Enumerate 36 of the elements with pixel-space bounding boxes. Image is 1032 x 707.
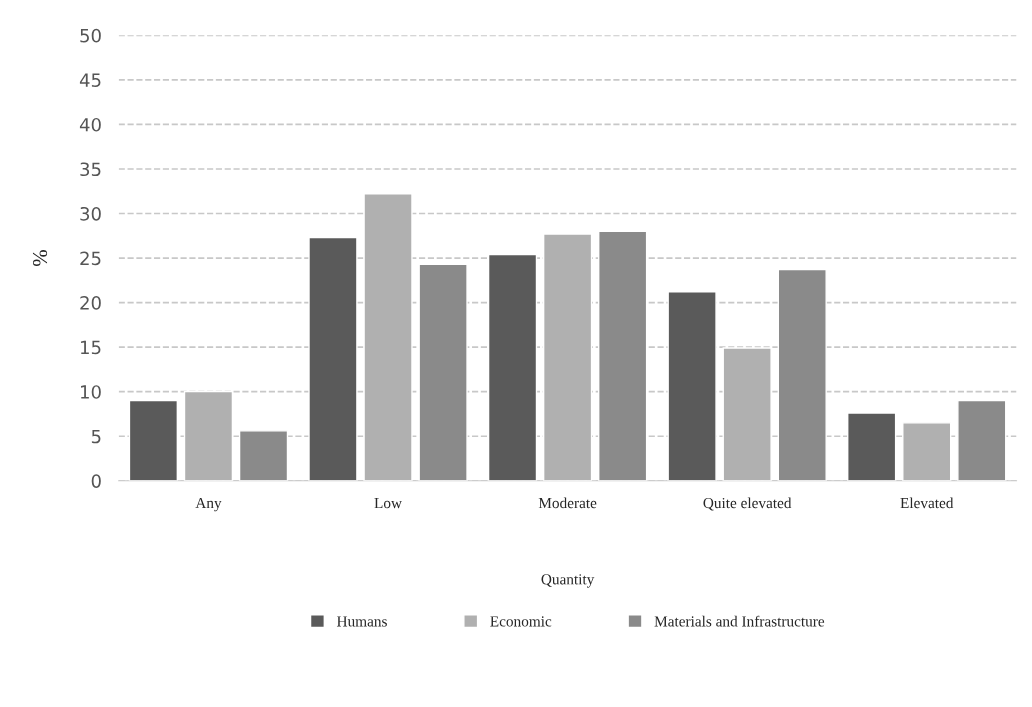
x-tick-label: Quite elevated [703,497,792,511]
y-axis-title: % [32,250,48,267]
y-tick-label: 40 [79,117,101,132]
y-tick-label: 10 [81,385,101,399]
legend-label: Economic [490,616,552,627]
bar [667,291,717,481]
y-tick-label: 15 [81,340,101,355]
x-axis-title: Quantity [541,574,595,588]
bar [183,390,234,481]
y-tick-label: 5 [91,429,101,444]
y-tick-label: 25 [80,251,101,266]
y-tick-label: 45 [79,73,101,88]
y-tick-label: 20 [80,296,101,310]
legend-label: Materials and Infrastructure [654,615,825,627]
bar [957,399,1007,481]
x-tick-label: Any [195,497,222,512]
x-tick-label: Moderate [538,497,597,509]
y-tick-label: 0 [91,474,101,488]
bar [598,230,648,481]
y-tick-label: 35 [80,162,101,177]
bar [308,236,358,481]
bar [722,347,772,481]
y-tick-label: 30 [80,206,101,221]
bar [847,412,897,481]
bar [487,253,538,481]
bar [128,399,179,481]
bar [418,263,468,481]
legend-label: Humans [336,616,387,627]
bar [542,233,593,481]
bar [363,193,413,481]
x-tick-label: Elevated [900,497,954,509]
bar [238,430,289,481]
x-tick-label: Low [374,498,402,509]
bar [777,268,827,481]
y-tick-label: 50 [80,28,101,43]
bar [902,422,952,481]
